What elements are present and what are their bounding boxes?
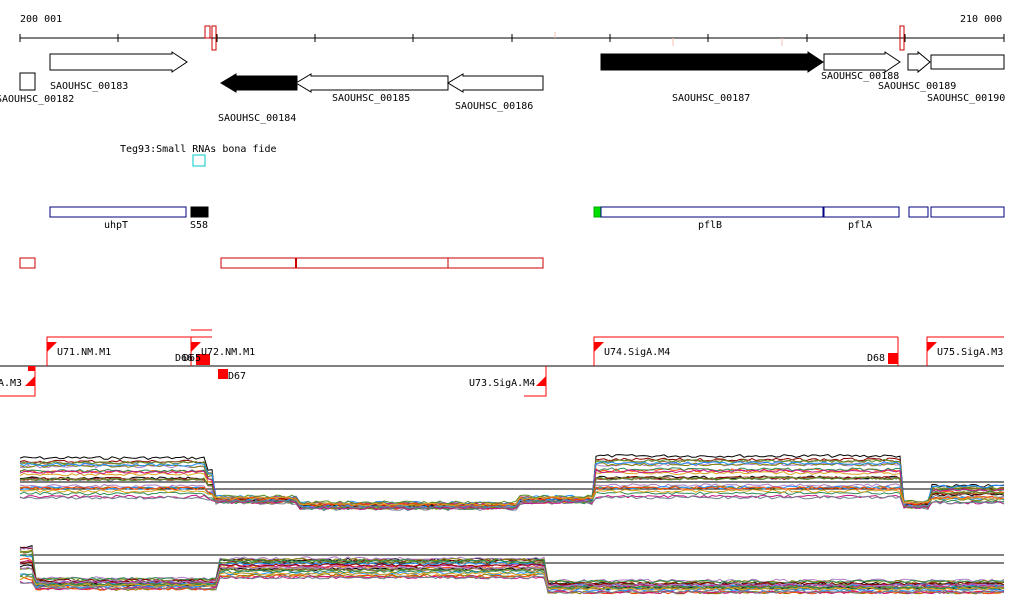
gene-label: SAOUHSC_00189 [878, 81, 956, 92]
coverage-line [19, 491, 1005, 511]
gene-feature[interactable] [907, 50, 931, 74]
rna-feature-label: Teg93:Small RNAs bona fide [120, 144, 277, 155]
promoter-label: U75.SigA.M3 [937, 347, 1003, 358]
orf-feature[interactable] [220, 257, 297, 269]
annotation-label: pflA [848, 220, 872, 231]
gene-label: SAOUHSC_00185 [332, 93, 410, 104]
gene-feature[interactable] [930, 54, 1005, 70]
annotation-feature[interactable] [600, 206, 824, 218]
annotation-label: pflB [698, 220, 722, 231]
promoter-label: U71.NM.M1 [57, 347, 111, 358]
gene-feature[interactable] [220, 73, 298, 93]
gene-label: SAOUHSC_00183 [50, 81, 128, 92]
promoter-label: D67 [228, 371, 246, 382]
orf-feature[interactable] [295, 257, 449, 269]
coverage-line [19, 494, 1005, 511]
gene-feature[interactable] [447, 73, 544, 93]
coverage-line [19, 488, 1005, 507]
promoter-label: D68 [867, 353, 885, 364]
orf-feature[interactable] [19, 257, 36, 269]
promoter-track: U71.NM.M1 U72.NM.M1 U74.SigA.M4 U75.SigA… [0, 329, 1004, 397]
coordinate-ruler: 200 001 210 000 [19, 14, 1005, 51]
promoter-label: U74.SigA.M4 [604, 347, 670, 358]
coverage-line [19, 468, 1005, 506]
annotation-feature[interactable] [930, 206, 1005, 218]
coverage-line [19, 495, 1005, 510]
coverage-line [19, 486, 1005, 507]
annotation-feature[interactable] [908, 206, 929, 218]
start-marker [593, 206, 602, 218]
gene-label: SAOUHSC_00184 [218, 113, 296, 124]
gene-feature[interactable] [49, 51, 188, 73]
coverage-line [19, 575, 1005, 594]
orf-track [19, 257, 544, 269]
annotation-feature[interactable] [49, 206, 187, 218]
promoter-label: D65 [183, 353, 201, 364]
expression-track-minus [19, 545, 1005, 595]
gene-label: SAOUHSC_00187 [672, 93, 750, 104]
coverage-line [19, 476, 1005, 505]
gene-feature[interactable] [19, 72, 36, 91]
annotation-track: uhpT S58 pflB pflA [49, 206, 1005, 231]
orf-feature[interactable] [447, 257, 544, 269]
coverage-line [19, 571, 1005, 591]
ruler-end-label: 210 000 [960, 14, 1002, 25]
rna-track: Teg93:Small RNAs bona fide [120, 144, 277, 167]
ruler-start-label: 200 001 [20, 14, 62, 25]
coverage-line [19, 546, 1005, 583]
gene-feature[interactable] [823, 51, 901, 73]
gene-label: SAOUHSC_00188 [821, 71, 899, 82]
coverage-line [19, 485, 1005, 509]
promoter-label: U73.SigA.M4 [469, 378, 535, 389]
annotation-label: S58 [190, 220, 208, 231]
gene-label: SAOUHSC_00186 [455, 101, 533, 112]
annotation-feature[interactable] [823, 206, 900, 218]
expression-track-plus [19, 453, 1005, 512]
annotation-feature[interactable] [190, 206, 209, 218]
promoter-label: D66 [175, 353, 193, 364]
gene-feature[interactable] [600, 51, 824, 73]
promoter-label: A.M3 [0, 378, 22, 389]
gene-label: SAOUHSC_00190 [927, 93, 1005, 104]
gene-track: SAOUHSC_00182 SAOUHSC_00183 SAOUHSC_0018… [0, 50, 1005, 124]
rna-feature[interactable] [192, 154, 206, 167]
promoter-label: U72.NM.M1 [201, 347, 255, 358]
gene-label: SAOUHSC_00182 [0, 94, 74, 105]
coverage-line [19, 565, 1005, 588]
coverage-line [19, 476, 1005, 506]
annotation-label: uhpT [104, 220, 128, 231]
gene-feature[interactable] [295, 73, 449, 93]
